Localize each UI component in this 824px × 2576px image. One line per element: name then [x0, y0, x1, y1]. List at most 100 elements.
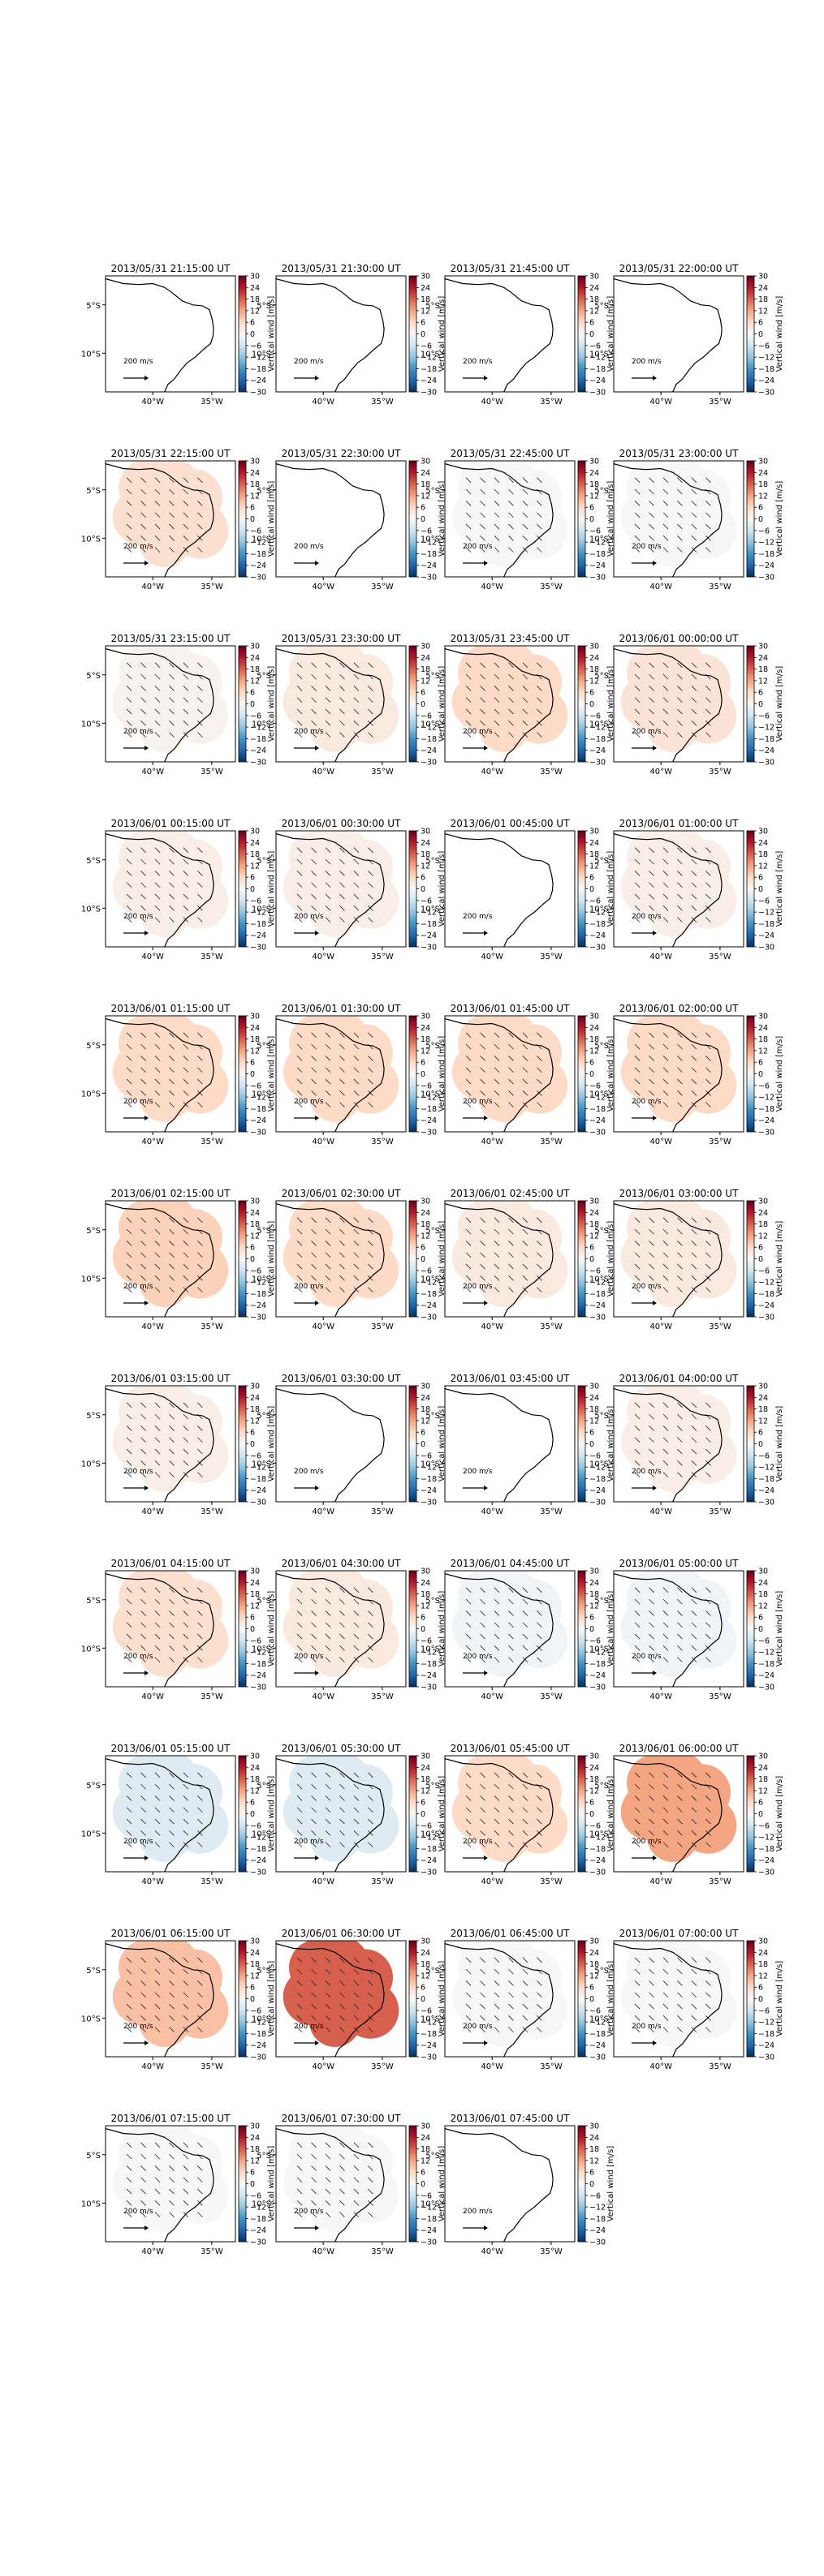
- colorbar-tick-label: 30: [589, 1752, 599, 1761]
- colorbar-tick-label: 30: [758, 1383, 768, 1391]
- reference-vector-label: 200 m/s: [463, 1653, 493, 1661]
- wind-vector: [296, 1818, 303, 1825]
- wind-vector: [296, 2015, 303, 2021]
- colorbar-tick-label: 6: [421, 1799, 425, 1808]
- wind-vector: [494, 662, 500, 669]
- colorbar-label: Vertical wind [m/s]: [606, 1961, 615, 2037]
- wind-vector: [353, 1090, 360, 1096]
- reference-vector-label: 200 m/s: [632, 1838, 662, 1846]
- wind-vector: [662, 1413, 669, 1420]
- wind-vector: [169, 847, 175, 854]
- colorbar-tick-label: −30: [589, 1499, 606, 1507]
- lat-tick-label: 10°S: [252, 350, 271, 359]
- wind-vector: [649, 1102, 654, 1107]
- wind-vector: [126, 1228, 132, 1235]
- wind-vector: [169, 1472, 175, 1477]
- map-area: 200 m/s: [445, 278, 554, 392]
- colorbar-tick-label: 12: [421, 1972, 430, 1980]
- wind-vector: [705, 708, 711, 715]
- wind-vector: [353, 1032, 360, 1039]
- colorbar-tick-label: −12: [758, 1464, 774, 1473]
- wind-vector: [154, 1992, 161, 1998]
- lon-tick-label: 40°W: [312, 2062, 334, 2071]
- wind-vectors: [126, 1772, 203, 1847]
- wind-vector: [197, 547, 203, 553]
- wind-vector: [169, 662, 175, 669]
- wind-vector: [368, 732, 373, 738]
- wind-vector: [634, 732, 641, 738]
- wind-vector: [662, 720, 669, 726]
- colorbar-tick-label: −12: [589, 909, 606, 918]
- wind-vector: [677, 1587, 683, 1593]
- colorbar-tick-label: −24: [250, 1301, 266, 1310]
- wind-vector: [197, 523, 203, 530]
- wind-vector: [183, 1426, 189, 1431]
- coastline: [276, 278, 385, 392]
- panel-title: 2013/06/01 01:00:00 UT: [619, 818, 739, 829]
- wind-vector: [325, 2142, 331, 2148]
- wind-vector: [508, 535, 514, 541]
- wind-vector: [537, 708, 542, 715]
- wind-vector: [325, 1078, 331, 1085]
- wind-vector: [691, 512, 697, 518]
- colorbar-tick-label: −12: [250, 1464, 266, 1473]
- wind-field-cell: [308, 1994, 361, 2047]
- wind-vector: [705, 1472, 711, 1477]
- colorbar-tick-label: 24: [758, 1949, 768, 1958]
- wind-vector: [154, 871, 161, 876]
- map-frame: [275, 275, 407, 393]
- colorbar-label: Vertical wind [m/s]: [606, 296, 615, 372]
- wind-vector: [494, 1598, 500, 1605]
- lat-tick-label: 10°S: [252, 2015, 271, 2023]
- lon-tick-label: 40°W: [481, 953, 503, 961]
- wind-vector: [508, 1275, 514, 1281]
- colorbar-tick-label: −30: [421, 574, 437, 583]
- colorbar-tick-label: −18: [250, 2215, 266, 2224]
- map-frame: [444, 1940, 576, 2058]
- wind-vector: [465, 1217, 472, 1223]
- wind-vector: [537, 1056, 542, 1061]
- colorbar-tick-label: −24: [589, 1301, 606, 1310]
- wind-vector: [522, 477, 528, 484]
- lon-tick-label: 35°W: [371, 768, 394, 776]
- reference-vector: 200 m/s: [463, 543, 493, 566]
- reference-vector: 200 m/s: [294, 2208, 324, 2230]
- colorbar-bar: [408, 1200, 417, 1318]
- reference-arrowhead: [484, 931, 488, 935]
- colorbar-tick-label: 12: [589, 1602, 599, 1611]
- wind-vector: [140, 732, 146, 738]
- wind-vector: [465, 547, 472, 553]
- wind-vector: [634, 1611, 641, 1616]
- colorbar-tick-label: −6: [758, 342, 770, 350]
- reference-vector-label: 200 m/s: [463, 2023, 493, 2031]
- wind-vector: [691, 535, 697, 541]
- wind-vector: [508, 697, 514, 703]
- wind-vector: [126, 2153, 132, 2160]
- wind-vector: [508, 1228, 514, 1235]
- reference-vector: 200 m/s: [463, 2208, 493, 2230]
- wind-vector: [649, 1413, 654, 1420]
- wind-vector: [140, 1402, 146, 1408]
- wind-vector: [368, 1056, 373, 1061]
- wind-vector: [691, 1992, 697, 1998]
- wind-vector: [705, 662, 711, 669]
- wind-vector: [634, 1275, 641, 1281]
- wind-vector: [465, 1228, 472, 1235]
- colorbar-bar: [577, 830, 586, 948]
- map-frame: [105, 2125, 236, 2243]
- wind-vector: [154, 1645, 161, 1651]
- panel-title: 2013/06/01 01:45:00 UT: [451, 1003, 570, 1014]
- wind-vector: [662, 523, 669, 530]
- wind-vector: [339, 1657, 345, 1662]
- wind-vector: [311, 1252, 317, 1258]
- wind-vector: [494, 1587, 500, 1593]
- wind-vector: [197, 1067, 203, 1073]
- colorbar-tick-label: −18: [758, 1105, 774, 1114]
- wind-vector: [154, 1032, 161, 1039]
- wind-vector: [296, 1241, 303, 1246]
- colorbar-tick-label: 0: [421, 700, 425, 709]
